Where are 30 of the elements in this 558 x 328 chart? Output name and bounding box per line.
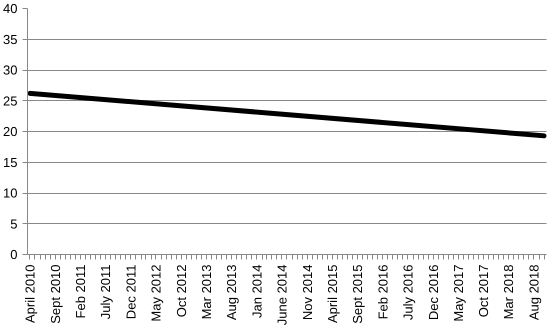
x-tick-label: May 2012 [148,264,164,322]
y-tick-label: 30 [3,62,18,78]
x-tick-label: Sept 2010 [48,264,63,324]
x-tick-label: Nov 2014 [300,264,315,320]
x-tick-label: Oct 2012 [174,264,189,318]
x-tick-label: Oct 2017 [476,264,492,318]
x-tick-label: Sept 2015 [350,264,366,324]
y-tick-label: 20 [3,124,18,139]
x-tick-label: Dec 2011 [123,264,138,320]
x-tick-label: Dec 2016 [426,264,441,320]
y-tick-label: 5 [10,216,18,232]
y-tick-label: 35 [3,32,18,47]
y-tick-label: 10 [3,186,18,200]
y-tick-label: 15 [3,154,18,170]
x-tick-label: July 2011 [98,264,113,320]
y-tick-label: 25 [3,93,18,108]
x-tick-label: Jan 2014 [249,264,264,318]
x-tick-label: Feb 2011 [73,264,88,318]
x-tick-label: May 2017 [450,264,466,322]
x-tick-label: Mar 2013 [198,264,214,320]
x-tick-label: Aug 2013 [224,264,240,320]
y-tick-label: 40 [3,1,18,16]
x-tick-label: Mar 2018 [501,264,516,320]
x-tick-label: Feb 2016 [375,264,390,320]
x-tick-label: Aug 2018 [526,264,542,320]
x-tick-label: July 2016 [400,264,416,320]
x-tick-label: April 2010 [22,264,38,324]
y-tick-label: 0 [10,247,18,262]
x-tick-label: June 2014 [274,264,290,326]
x-tick-label: April 2015 [324,264,340,324]
